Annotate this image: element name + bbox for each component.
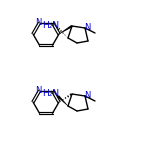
Text: N: N	[84, 22, 90, 31]
Text: H₂N: H₂N	[42, 90, 60, 98]
Text: N: N	[35, 18, 42, 27]
Polygon shape	[57, 95, 68, 106]
Text: N: N	[35, 86, 42, 95]
Polygon shape	[59, 25, 73, 34]
Text: H₂N: H₂N	[42, 21, 60, 31]
Text: N: N	[84, 90, 90, 100]
